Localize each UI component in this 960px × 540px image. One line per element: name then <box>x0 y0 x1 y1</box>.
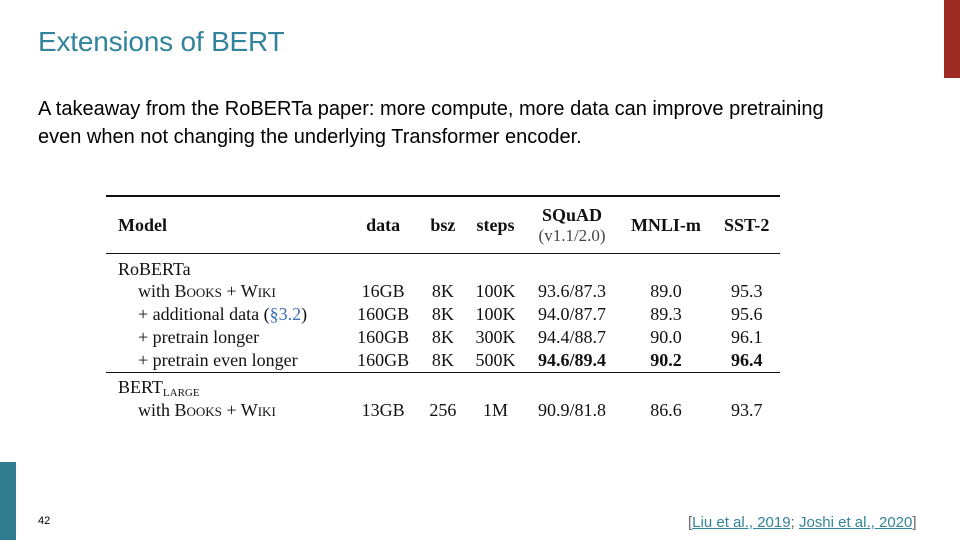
cell-bsz: 8K <box>431 350 454 370</box>
header-data: data <box>366 214 401 235</box>
table-header-row: Model data bsz steps SQuAD (v1.1/2.0) MN… <box>106 196 780 254</box>
cell-mnli: 86.6 <box>650 400 682 420</box>
cell-sst: 93.7 <box>730 400 763 420</box>
cell-steps: 1M <box>483 400 509 420</box>
table-row: + pretrain even longer 160GB 8K 500K 94.… <box>106 349 780 373</box>
cell-steps: 300K <box>475 327 516 347</box>
cell-mnli: 89.0 <box>650 281 682 301</box>
slide-title: Extensions of BERT <box>38 26 285 57</box>
cell-sst: 96.4 <box>730 350 763 370</box>
body-line-2: even when not changing the underlying Tr… <box>38 126 582 148</box>
cell-squad: 94.6/89.4 <box>538 350 607 370</box>
top-accent-bar <box>944 0 960 78</box>
cell-mnli: 90.0 <box>650 327 682 347</box>
cell-data: 13GB <box>361 400 405 420</box>
table-row: with Books + Wiki 13GB 256 1M 90.9/81.8 … <box>106 399 780 422</box>
cell-squad: 94.4/88.7 <box>538 327 607 347</box>
cell-sst: 95.3 <box>730 281 763 301</box>
cell-bsz: 8K <box>431 304 454 324</box>
citation-open-bracket: [ <box>688 514 693 531</box>
header-bsz: bsz <box>430 214 456 235</box>
cell-data: 160GB <box>357 327 410 347</box>
row-model-text: + additional data ( <box>138 304 270 324</box>
cell-mnli: 90.2 <box>650 350 682 370</box>
body-line-1: A takeaway from the RoBERTa paper: more … <box>38 98 824 120</box>
results-table: Model data bsz steps SQuAD (v1.1/2.0) MN… <box>106 195 780 422</box>
cell-squad: 94.0/87.7 <box>538 304 607 324</box>
header-mnli: MNLI-m <box>630 214 701 235</box>
cell-squad: 90.9/81.8 <box>538 400 607 420</box>
group-row-roberta: RoBERTa <box>106 253 780 281</box>
group-row-bert: BERTLARGE <box>106 372 780 399</box>
row-model: + pretrain even longer <box>138 350 298 370</box>
row-model: with Books + Wiki <box>106 280 346 303</box>
cell-steps: 100K <box>475 304 516 324</box>
row-model-text: with <box>138 400 175 420</box>
group-label-bert-main: BERT <box>118 377 163 397</box>
group-label-bert-subscript: LARGE <box>162 387 200 399</box>
cell-steps: 100K <box>475 281 516 301</box>
cell-mnli: 89.3 <box>650 304 682 324</box>
citation-link-joshi[interactable]: Joshi et al., 2020 <box>798 514 913 531</box>
left-accent-bar <box>0 462 16 540</box>
cell-steps: 500K <box>475 350 516 370</box>
slide-body: A takeaway from the RoBERTa paper: more … <box>38 95 918 151</box>
row-model-corpus: Books + Wiki <box>174 281 276 301</box>
header-squad-label: SQuAD <box>542 204 603 225</box>
row-model-text-end: ) <box>301 304 308 324</box>
row-model-corpus: Books + Wiki <box>174 400 276 420</box>
header-sst: SST-2 <box>724 214 770 235</box>
section-ref-link[interactable]: §3.2 <box>269 304 302 324</box>
row-model: + pretrain longer <box>138 327 260 347</box>
row-model: + additional data (§3.2) <box>106 303 346 326</box>
cell-bsz: 256 <box>429 400 457 420</box>
citation-separator: ; <box>790 514 799 531</box>
cell-bsz: 8K <box>431 281 454 301</box>
page-number: 42 <box>38 515 51 527</box>
table-row: + additional data (§3.2) 160GB 8K 100K 9… <box>106 303 780 326</box>
cell-data: 16GB <box>361 281 405 301</box>
row-model: with Books + Wiki <box>106 399 346 422</box>
cell-squad: 93.6/87.3 <box>538 281 607 301</box>
citation-close-bracket: ] <box>912 514 917 531</box>
table-row: with Books + Wiki 16GB 8K 100K 93.6/87.3… <box>106 280 780 303</box>
cell-sst: 95.6 <box>730 304 763 324</box>
group-label-roberta: RoBERTa <box>118 259 191 279</box>
group-label-bert: BERTLARGE <box>106 373 780 399</box>
header-squad: SQuAD (v1.1/2.0) <box>526 196 619 254</box>
table-row: + pretrain longer 160GB 8K 300K 94.4/88.… <box>106 326 780 349</box>
cell-sst: 96.1 <box>730 327 763 347</box>
citation: [Liu et al., 2019; Joshi et al., 2020] <box>688 514 917 531</box>
header-steps: steps <box>476 214 515 235</box>
cell-data: 160GB <box>357 350 410 370</box>
cell-bsz: 8K <box>431 327 454 347</box>
citation-link-liu[interactable]: Liu et al., 2019 <box>692 514 791 531</box>
header-model: Model <box>118 214 167 235</box>
header-squad-version: (v1.1/2.0) <box>538 225 606 245</box>
cell-data: 160GB <box>357 304 410 324</box>
row-model-text: with <box>138 281 175 301</box>
